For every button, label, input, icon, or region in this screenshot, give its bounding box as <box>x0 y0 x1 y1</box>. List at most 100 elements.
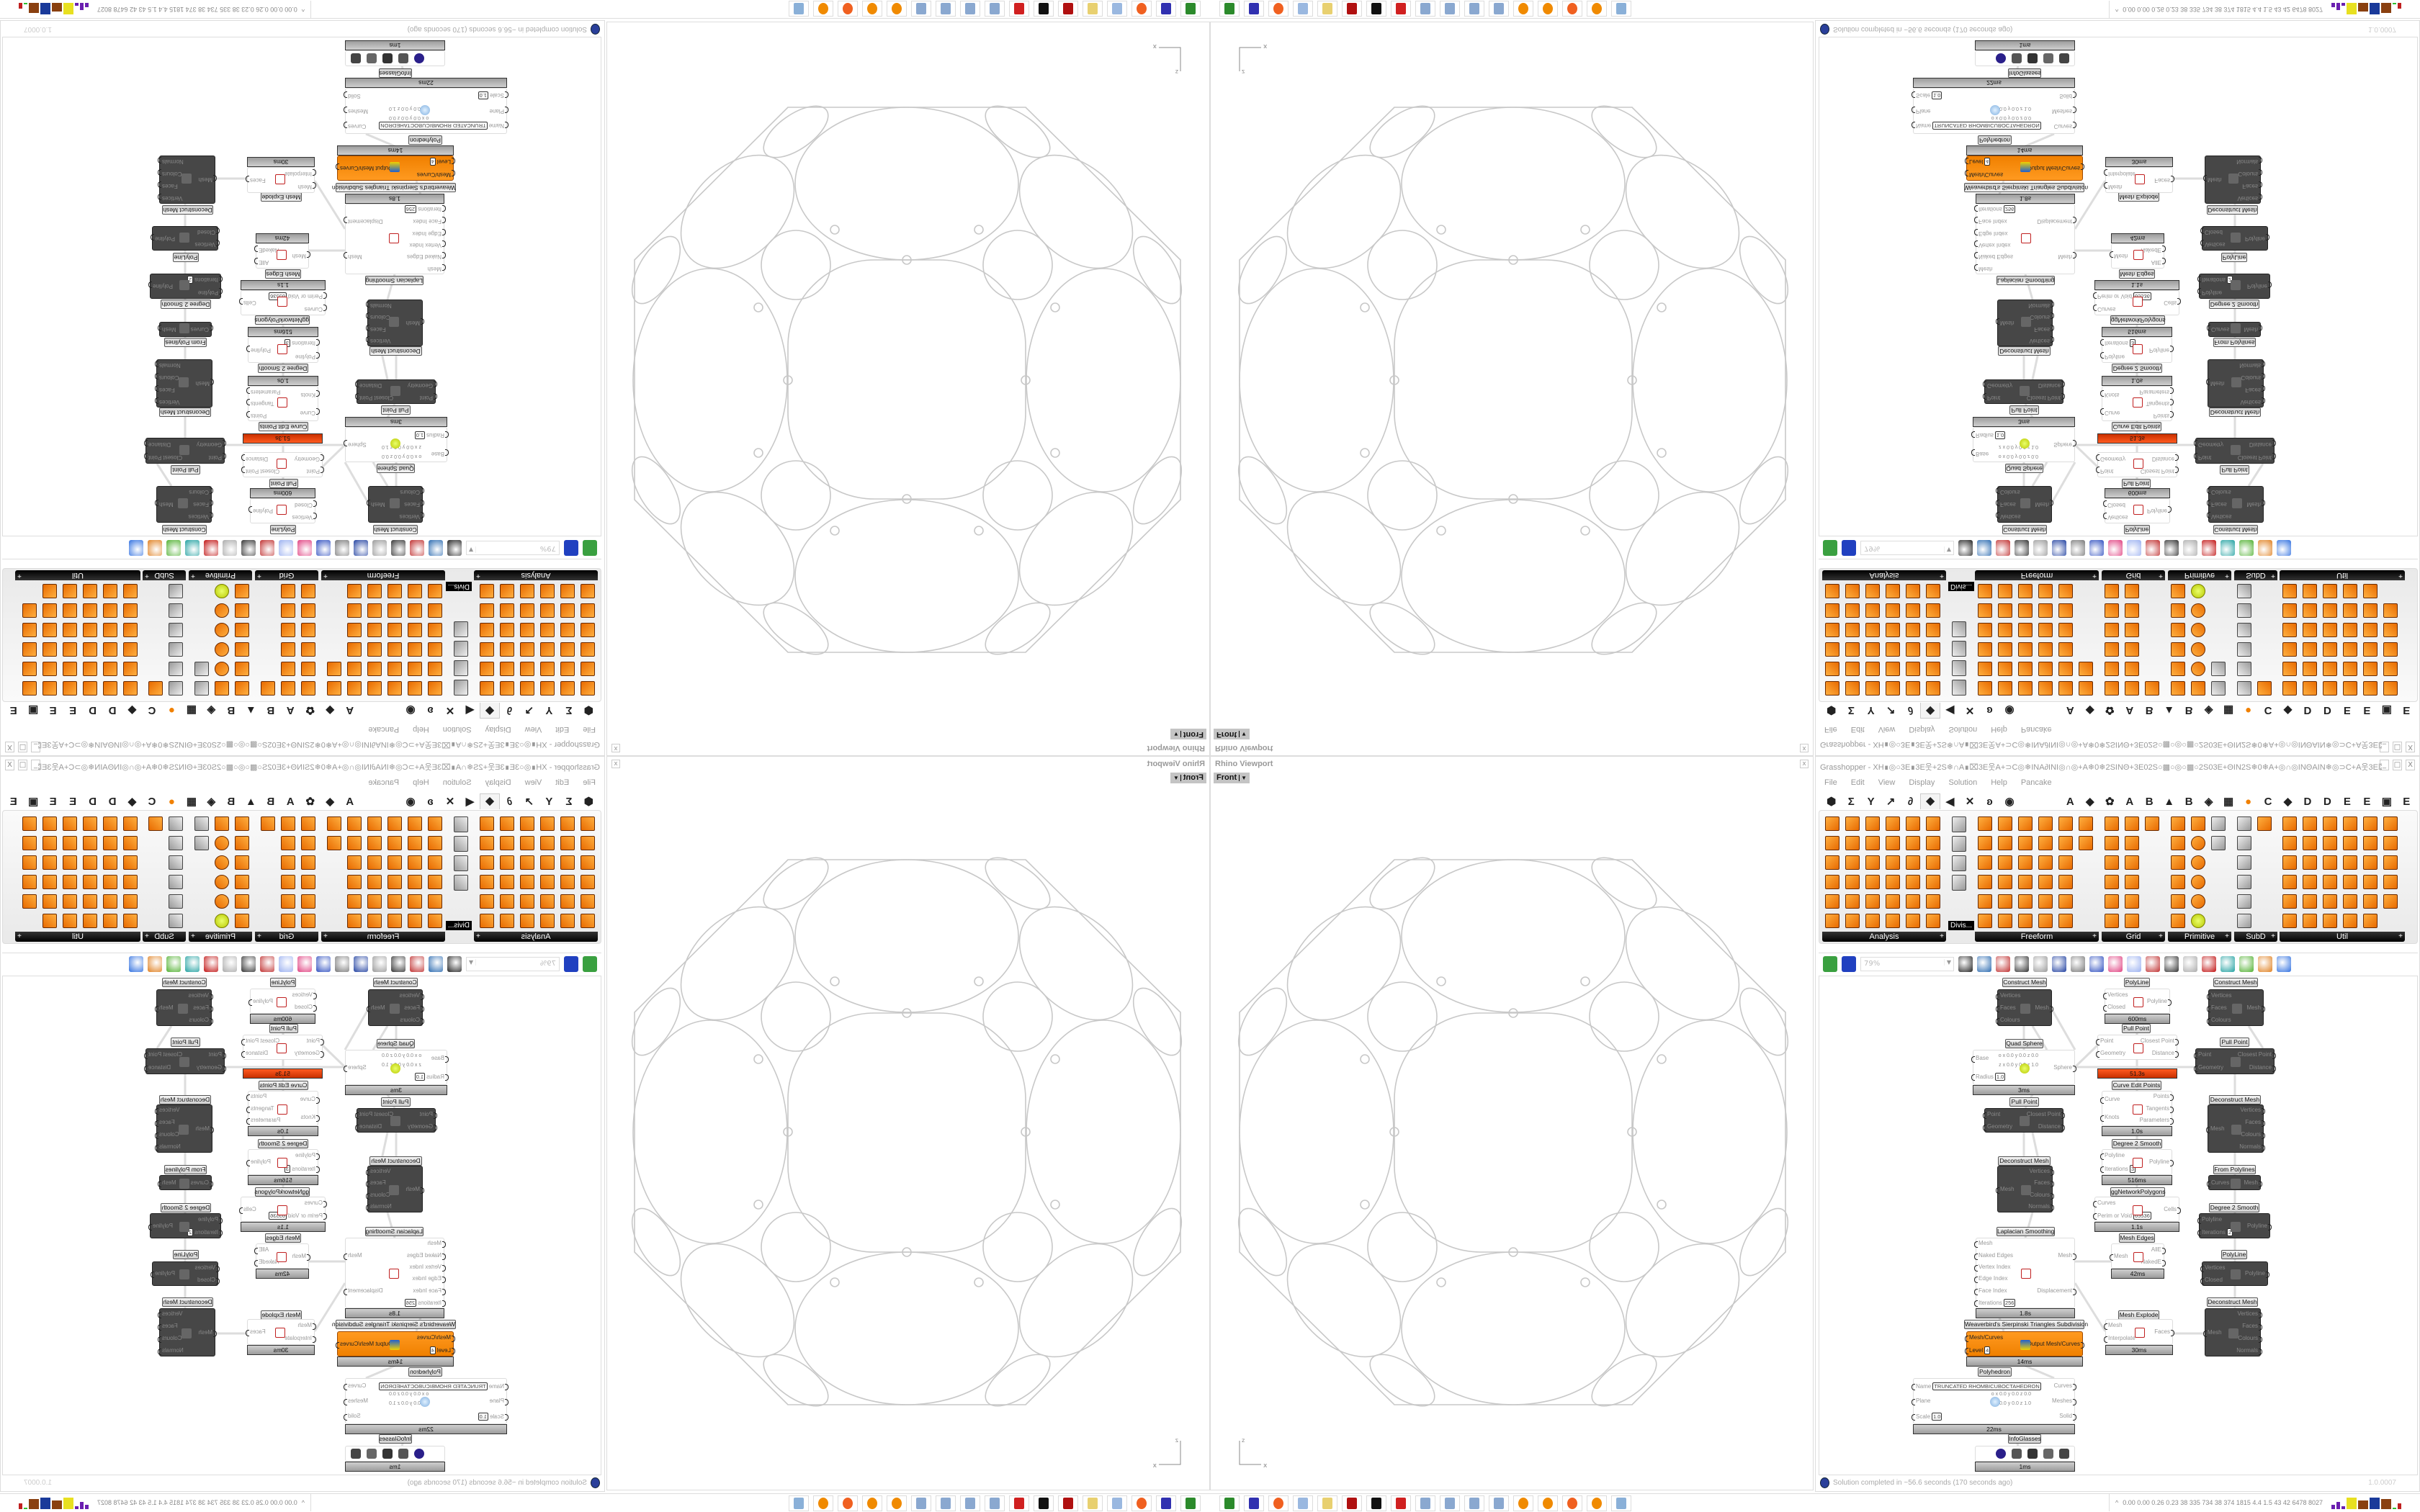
component-icon[interactable] <box>2383 836 2398 850</box>
taskbar-inkscape-icon[interactable] <box>1366 1495 1386 1511</box>
output-param[interactable]: Parameters <box>251 389 280 395</box>
menu-view[interactable]: View <box>524 778 542 787</box>
component-icon[interactable] <box>1886 855 1900 870</box>
infoglasses-icon[interactable] <box>2027 1449 2038 1459</box>
component-icon[interactable] <box>500 816 514 831</box>
output-param[interactable]: Faces <box>159 1119 175 1125</box>
output-param[interactable]: Polyline <box>251 1158 271 1165</box>
component-icon[interactable] <box>1952 660 1966 676</box>
input-param[interactable]: Curves <box>305 306 323 312</box>
infoglasses-icon[interactable] <box>351 53 361 63</box>
component-icon[interactable] <box>560 662 575 676</box>
component-icon[interactable] <box>408 875 422 889</box>
component-tab-icon[interactable]: ∂ <box>1907 704 1914 717</box>
component-icon[interactable] <box>520 662 534 676</box>
expand-icon[interactable]: + <box>257 932 261 940</box>
plugin-tab[interactable]: E <box>2403 795 2411 808</box>
param-value[interactable]: TRUNCATED RHOMBICUBOCTAHEDRON <box>1932 122 2041 130</box>
component-icon[interactable] <box>387 662 402 676</box>
wireframe-icon[interactable] <box>223 955 237 972</box>
component-icon[interactable] <box>2191 855 2205 870</box>
component-icon[interactable] <box>500 623 514 637</box>
output-param[interactable]: Polyline <box>153 284 173 290</box>
component-icon[interactable] <box>2018 681 2033 696</box>
component-icon[interactable] <box>2125 914 2139 928</box>
shade-icon[interactable] <box>241 540 256 557</box>
input-param[interactable]: Geometry <box>2198 441 2223 448</box>
panel-label[interactable]: Primitive + <box>189 570 252 580</box>
component-icon[interactable] <box>347 836 362 850</box>
plugin-tab[interactable]: ▲ <box>2164 795 2175 808</box>
maximize-button[interactable]: □ <box>2393 760 2402 770</box>
component-icon[interactable] <box>42 875 57 889</box>
menu-help[interactable]: Help <box>413 778 429 787</box>
component-icon[interactable] <box>22 623 37 637</box>
zoom-extents-icon[interactable] <box>447 955 462 972</box>
component-icon[interactable] <box>301 662 315 676</box>
output-param[interactable]: Normals <box>2236 158 2258 165</box>
component-icon[interactable] <box>428 662 442 676</box>
component-icon[interactable] <box>1998 914 2012 928</box>
component-icon[interactable] <box>1825 836 1839 850</box>
component-tab-icon[interactable]: ✕ <box>1965 796 1975 808</box>
taskbar-firefox-icon[interactable] <box>1131 1 1152 17</box>
component-icon[interactable] <box>581 875 595 889</box>
taskbar-red-app-icon[interactable] <box>1391 1495 1411 1511</box>
component-icon[interactable] <box>2125 584 2139 598</box>
component-tab-icon[interactable]: ◉ <box>405 796 416 808</box>
component-icon[interactable] <box>347 894 362 909</box>
component-icon[interactable] <box>1825 816 1839 831</box>
plugin-tab[interactable]: D <box>108 795 117 808</box>
sketch-icon[interactable] <box>410 955 424 972</box>
input-param[interactable]: Vertices <box>400 514 420 521</box>
output-param[interactable]: NakedE <box>2141 247 2161 253</box>
component-icon[interactable] <box>1845 894 1860 909</box>
output-param[interactable]: Points <box>2154 413 2169 419</box>
component-icon[interactable] <box>42 603 57 618</box>
plugin-tab[interactable]: ▲ <box>245 704 256 717</box>
component-body[interactable]: Mesh Vertices Faces Colours Normals <box>159 1308 215 1356</box>
blue-icon[interactable] <box>2277 540 2291 557</box>
output-param[interactable]: Colours <box>2238 1335 2262 1343</box>
panel-label[interactable]: Freeform + <box>321 932 445 942</box>
component-icon[interactable] <box>1926 875 1940 889</box>
teal-icon[interactable] <box>2220 540 2235 557</box>
zoom-input[interactable]: 79% ▼ <box>1860 541 1954 556</box>
component-icon[interactable] <box>2058 894 2073 909</box>
param-value[interactable]: TRUNCATED RHOMBICUBOCTAHEDRON <box>379 1382 488 1390</box>
component-icon[interactable] <box>408 662 422 676</box>
component-icon[interactable] <box>2191 681 2205 696</box>
sketch-icon[interactable] <box>410 540 424 557</box>
view-selector[interactable]: Front▼ <box>1214 773 1250 783</box>
component-tab-icon[interactable]: ↗ <box>1886 704 1896 716</box>
chevron-up-icon[interactable]: ^ <box>301 1499 305 1506</box>
component-icon[interactable] <box>2363 584 2378 598</box>
component-icon[interactable] <box>2079 836 2093 850</box>
component-icon[interactable] <box>42 914 57 928</box>
expand-icon[interactable]: + <box>2159 572 2163 580</box>
component-body[interactable]: Mesh Vertices Faces Colours Normals <box>1997 300 2053 346</box>
component-icon[interactable] <box>169 836 183 850</box>
component-icon[interactable] <box>83 584 97 598</box>
component-icon[interactable] <box>540 623 555 637</box>
input-param[interactable]: Geometry <box>295 1050 320 1056</box>
component-icon[interactable] <box>2383 623 2398 637</box>
component-icon[interactable] <box>1906 894 1920 909</box>
taskbar-paint-icon[interactable] <box>985 1 1005 17</box>
component-icon[interactable] <box>2171 584 2185 598</box>
component-icon[interactable] <box>2125 894 2139 909</box>
component-icon[interactable] <box>123 914 138 928</box>
shade-icon[interactable] <box>2164 540 2179 557</box>
input-param[interactable]: Closed <box>2200 1277 2223 1284</box>
component-icon[interactable] <box>2038 584 2053 598</box>
taskbar-blender-icon[interactable] <box>1587 1 1607 17</box>
component-icon[interactable] <box>301 836 315 850</box>
component-icon[interactable] <box>581 623 595 637</box>
component-icon[interactable] <box>1886 836 1900 850</box>
